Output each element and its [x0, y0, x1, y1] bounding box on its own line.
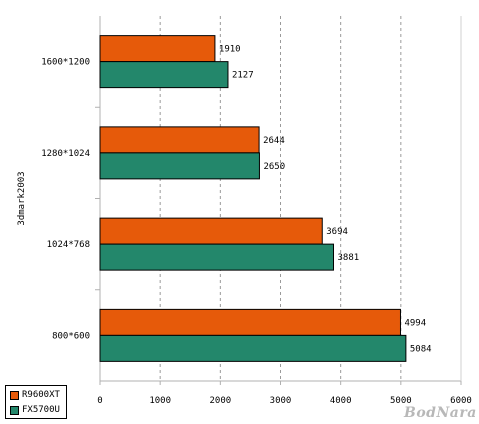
data-label: 3881	[338, 253, 360, 263]
watermark-logo: BodNara	[404, 405, 477, 421]
x-tick-label: 6000	[450, 396, 472, 406]
data-label: 1910	[219, 45, 241, 55]
bar	[99, 152, 260, 180]
category-label: 1024*768	[47, 240, 90, 250]
x-tick-label: 1000	[149, 396, 171, 406]
x-tick-label: 5000	[390, 396, 412, 406]
data-label: 2644	[263, 136, 285, 146]
x-tick-label: 2000	[209, 396, 231, 406]
category-label: 1600*1200	[41, 58, 90, 68]
bar	[99, 217, 323, 245]
bar	[99, 35, 216, 63]
data-label: 5084	[410, 344, 432, 354]
data-label: 3694	[326, 227, 348, 237]
legend-swatch-fx5700u	[10, 405, 19, 415]
legend-swatch-r9600xt	[10, 390, 19, 400]
data-label: 2127	[232, 71, 254, 81]
x-tick-label: 3000	[270, 396, 292, 406]
data-label: 4994	[404, 318, 426, 328]
bar	[99, 243, 335, 271]
x-tick-label: 4000	[330, 396, 352, 406]
legend-item-r9600xt: R9600XT	[10, 389, 60, 401]
bar	[99, 308, 401, 336]
x-tick-label: 0	[97, 396, 102, 406]
y-axis-label: 3dmark2003	[17, 171, 27, 225]
category-label: 800*600	[52, 331, 90, 341]
bar	[99, 61, 229, 89]
data-label: 2650	[263, 162, 285, 172]
legend-item-fx5700u: FX5700U	[10, 404, 60, 416]
bar	[99, 334, 407, 362]
category-label: 1280*1024	[41, 149, 90, 159]
bar	[99, 126, 260, 154]
legend-label-fx5700u: FX5700U	[22, 405, 60, 415]
legend-label-r9600xt: R9600XT	[22, 390, 60, 400]
legend: R9600XT FX5700U	[5, 385, 67, 419]
